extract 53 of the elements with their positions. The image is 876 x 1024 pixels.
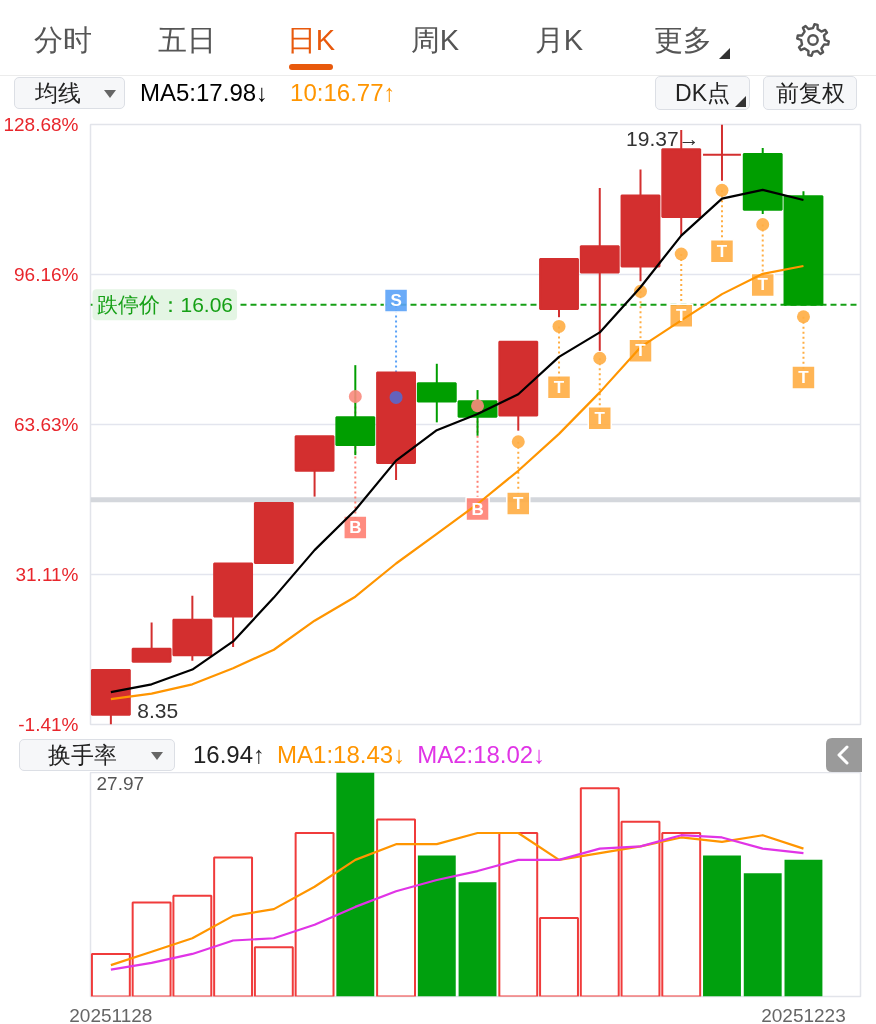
text: 16.94↑ — [193, 739, 266, 770]
text: 日K — [285, 23, 337, 58]
bar — [336, 772, 375, 997]
annotation: 27.97 — [96, 772, 145, 794]
text: DK点 — [655, 76, 750, 110]
bar — [703, 855, 741, 997]
text: 周K — [409, 23, 461, 58]
point — [348, 390, 362, 404]
bar — [417, 855, 456, 997]
point — [552, 319, 566, 333]
text: 五日 — [157, 23, 217, 58]
x-tick-label: 20251223 — [761, 1004, 846, 1024]
text: 均线 — [14, 77, 125, 109]
text: MA5:17.98↓ — [140, 77, 269, 108]
point — [389, 390, 403, 404]
text: 10:16.77↑ — [290, 77, 396, 108]
text: 分时 — [33, 23, 93, 58]
bar — [458, 882, 497, 997]
text: 月K — [533, 23, 585, 58]
candlestick — [702, 124, 742, 182]
text: 换手率 — [19, 739, 175, 771]
y-tick-label: 96.16% — [14, 263, 79, 285]
point — [715, 183, 729, 197]
data-label: T — [594, 408, 606, 428]
annotation: 8.35 — [137, 698, 179, 722]
data-label: S — [390, 291, 402, 311]
data-label: T — [635, 341, 647, 361]
text: 前复权 — [763, 76, 857, 110]
data-label: B — [471, 499, 484, 519]
text: 更多 — [653, 23, 713, 58]
data-label: T — [798, 368, 810, 388]
bar — [784, 859, 823, 997]
point — [756, 218, 770, 231]
y-tick-label: 31.11% — [15, 564, 79, 586]
data-label: T — [716, 241, 728, 261]
text: MA1:18.43↓ — [277, 739, 406, 770]
data-label: T — [513, 494, 525, 514]
x-tick-label: 20251128 — [69, 1004, 153, 1024]
y-tick-label: 63.63% — [14, 414, 79, 436]
y-tick-label: 128.68% — [3, 114, 79, 135]
data-label: T — [757, 275, 769, 295]
data-label: T — [553, 377, 565, 397]
data-label: B — [349, 518, 362, 538]
bar — [743, 873, 782, 997]
point — [796, 310, 810, 324]
point — [674, 247, 688, 261]
data-label: T — [676, 306, 688, 326]
point — [511, 435, 525, 449]
y-tick-label: -1.41% — [18, 714, 79, 735]
text: MA2:18.02↓ — [417, 739, 546, 770]
ref-line-label: 跌停价：16.06 — [96, 293, 234, 317]
point — [593, 351, 607, 365]
bar — [376, 818, 416, 997]
